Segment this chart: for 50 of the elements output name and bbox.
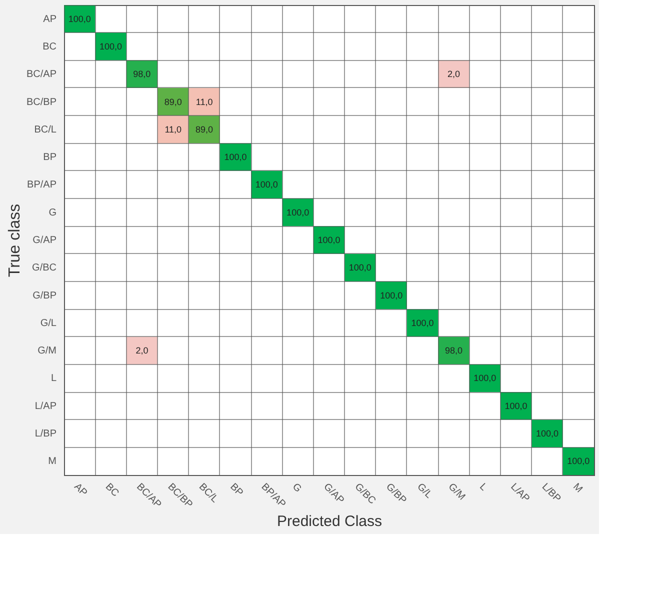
y-tick-label: G/L [40,318,57,329]
y-tick-label: BP/AP [27,180,57,191]
data-label: 100,0 [567,456,590,466]
x-tick-label: M [570,482,584,496]
y-tick-label: G/BC [32,262,56,274]
data-label: 2,0 [447,69,460,80]
y-tick-label: G/BP [32,290,57,302]
y-tick-label: BC [42,41,56,52]
y-tick-label: BC/L [34,124,57,136]
data-label: 98,0 [444,346,462,356]
data-label: 2,0 [136,346,148,356]
data-label: 100,0 [255,180,278,190]
data-label: 100,0 [348,262,372,273]
y-tick-label: M [48,456,56,468]
data-label: 100,0 [474,373,496,384]
data-label: 100,0 [504,400,528,411]
x-tick-label: G [290,482,304,495]
data-label: 89,0 [196,124,214,134]
data-label: 11,0 [164,124,182,134]
data-label: 11,0 [196,96,213,107]
y-tick-label: BC/BP [26,96,57,108]
data-label: 100,0 [100,41,122,52]
x-tick-label: BP [228,482,246,499]
y-tick-label: G [48,207,57,218]
y-tick-label: L [50,373,57,384]
data-label: 100,0 [536,428,558,439]
data-label: 100,0 [68,14,91,24]
y-tick-label: G/AP [32,235,57,246]
data-label: 100,0 [411,318,434,328]
x-tick-label: AP [72,482,90,499]
x-tick-label: L/AP [508,482,532,505]
x-tick-label: L/BP [539,482,563,505]
data-label: 100,0 [286,207,310,218]
x-tick-label: L [477,482,490,494]
y-tick-label: AP [43,14,57,25]
data-label: 100,0 [318,235,340,245]
x-tick-label: G/M [446,482,468,503]
x-tick-label: G/L [414,482,434,501]
data-label: 89,0 [164,96,182,107]
y-tick-label: BP [43,152,57,164]
y-tick-label: BC/AP [26,69,57,80]
data-label: 100,0 [380,290,403,300]
y-tick-label: G/M [38,346,56,357]
x-axis-title: Predicted Class [276,512,382,530]
y-tick-label: L/AP [34,400,57,412]
x-tick-label: BC [102,482,121,500]
data-label: 98,0 [133,69,151,80]
y-axis-title: True class [6,204,24,278]
y-tick-label: L/BP [34,428,57,440]
data-label: 100,0 [224,152,247,162]
